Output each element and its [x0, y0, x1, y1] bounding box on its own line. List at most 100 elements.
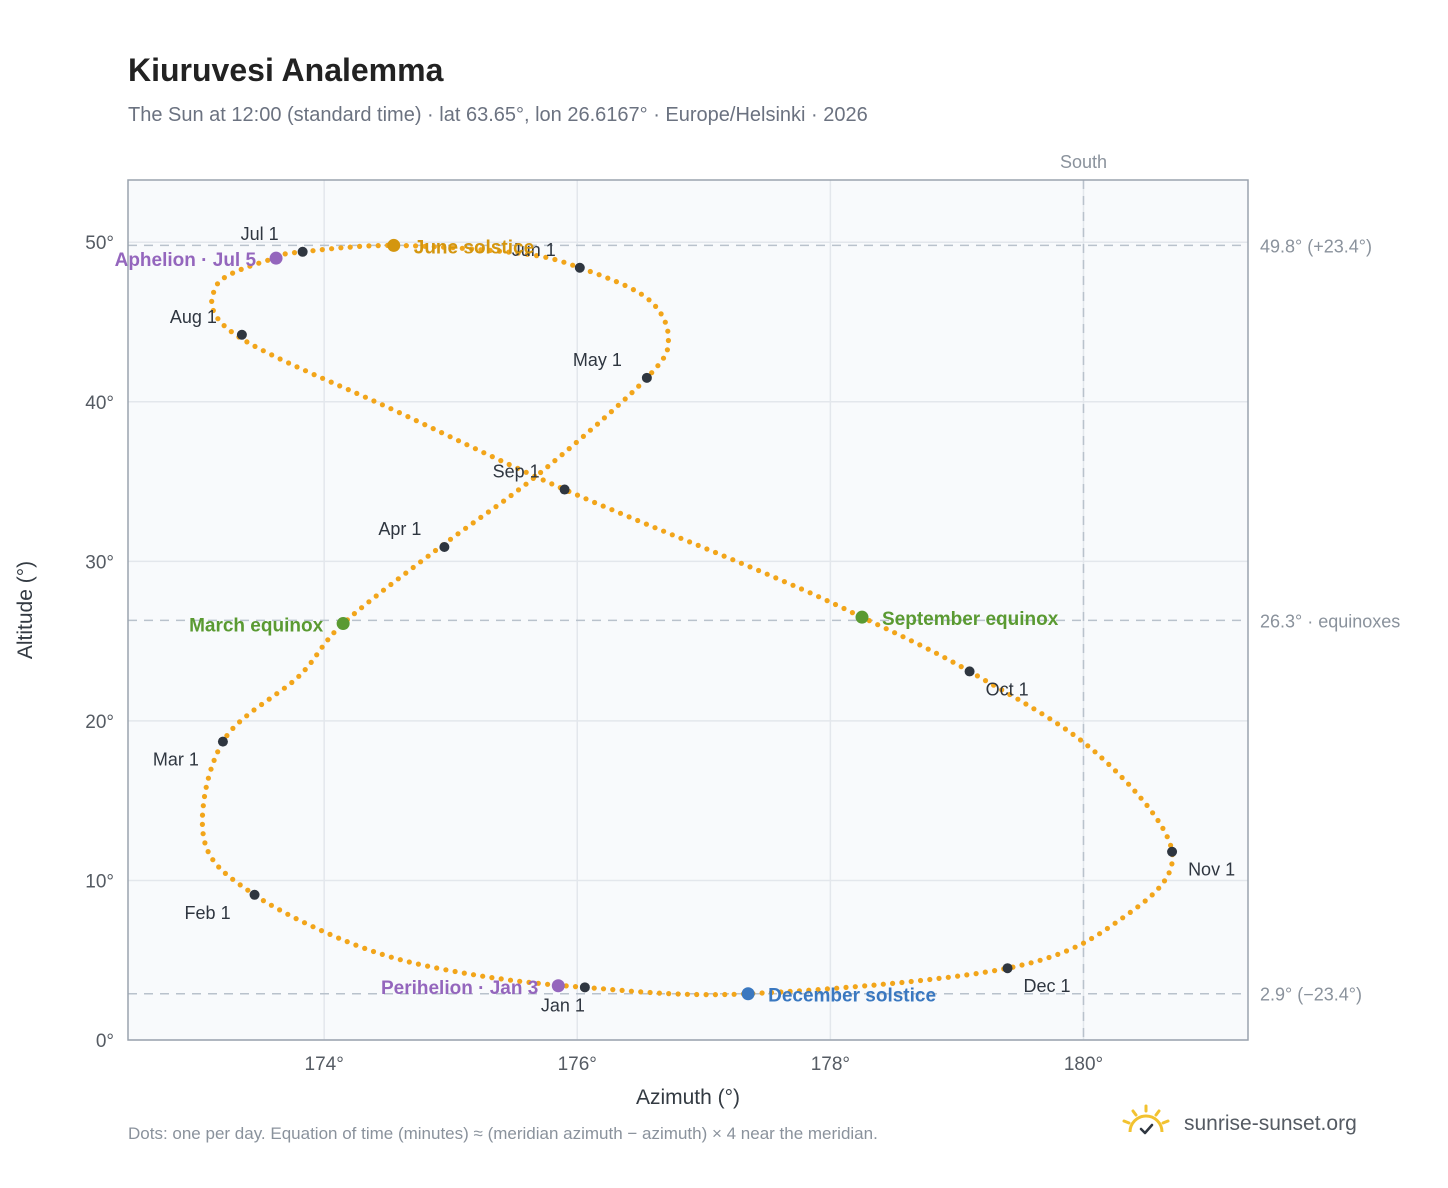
daily-sun-dot [256, 260, 262, 266]
daily-sun-dot [591, 985, 597, 991]
daily-sun-dot [441, 244, 447, 250]
daily-sun-dot [545, 464, 551, 470]
daily-sun-dot [320, 375, 326, 381]
daily-sun-dot [469, 246, 475, 252]
daily-sun-dot [357, 243, 363, 249]
month-label: May 1 [573, 350, 622, 370]
daily-sun-dot [559, 452, 565, 458]
daily-sun-dot [999, 687, 1005, 693]
daily-sun-dot [260, 348, 266, 354]
daily-sun-dot [507, 977, 514, 983]
daily-sun-dot [370, 948, 377, 955]
daily-sun-dot [982, 678, 989, 684]
daily-sun-dot [403, 243, 409, 249]
daily-sun-dot [450, 245, 456, 251]
daily-sun-dot [353, 942, 359, 948]
daily-sun-dot [695, 542, 701, 549]
daily-sun-dot [570, 262, 576, 268]
daily-sun-dot [675, 991, 681, 997]
daily-sun-dot [447, 536, 454, 542]
event-marker [551, 979, 565, 993]
daily-sun-dot [617, 510, 624, 516]
daily-sun-dot [649, 370, 655, 376]
daily-sun-dot [230, 270, 236, 276]
daily-sun-dot [379, 951, 385, 958]
daily-sun-dot [1156, 885, 1162, 891]
daily-sun-dot [619, 987, 625, 994]
daily-sun-dot [211, 757, 217, 764]
daily-sun-dot [338, 245, 344, 251]
daily-sun-dot [224, 733, 230, 739]
month-marker [1167, 846, 1178, 857]
daily-sun-dot [816, 594, 822, 600]
daily-sun-dot [325, 637, 331, 643]
daily-sun-dot [1168, 842, 1174, 849]
daily-sun-dot [1142, 898, 1148, 904]
chart-title: Kiuruvesi Analemma [128, 52, 444, 88]
daily-sun-dot [260, 898, 266, 904]
daily-sun-dot [665, 328, 671, 334]
month-marker [249, 889, 260, 900]
month-label: Sep 1 [493, 462, 540, 482]
daily-sun-dot [815, 987, 821, 993]
daily-sun-dot [328, 379, 334, 385]
y-tick-label: 20° [85, 712, 114, 733]
daily-sun-dot [600, 986, 607, 992]
daily-sun-dot [738, 560, 745, 566]
daily-sun-dot [1015, 696, 1021, 702]
daily-sun-dot [747, 564, 753, 570]
daily-sun-dot [337, 383, 343, 389]
daily-sun-dot [362, 945, 368, 952]
daily-sun-dot [418, 559, 424, 565]
daily-sun-dot [434, 965, 440, 971]
daily-sun-dot [463, 525, 469, 531]
daily-sun-dot [630, 287, 637, 293]
daily-sun-dot [371, 398, 377, 404]
daily-sun-dot [1160, 825, 1166, 832]
daily-sun-dot [388, 954, 394, 960]
daily-sun-dot [202, 840, 208, 846]
daily-sun-dot [230, 725, 236, 732]
daily-sun-dot [1023, 701, 1029, 707]
daily-sun-dot [580, 433, 587, 439]
daily-sun-dot [208, 766, 214, 772]
daily-sun-dot [375, 243, 381, 249]
daily-sun-dot [787, 988, 793, 995]
daily-sun-dot [422, 422, 428, 428]
daily-sun-dot [532, 473, 538, 479]
daily-sun-dot [452, 968, 458, 975]
daily-sun-dot [849, 610, 856, 616]
daily-sun-dot [622, 396, 628, 402]
daily-sun-dot [646, 297, 652, 303]
daily-sun-dot [319, 644, 325, 650]
daily-sun-dot [871, 982, 877, 988]
daily-sun-dot [561, 259, 567, 265]
daily-sun-dot [790, 582, 796, 588]
brand[interactable]: sunrise-sunset.org [1120, 1102, 1357, 1146]
x-axis-label: Azimuth (°) [636, 1086, 740, 1109]
daily-sun-dot [1112, 920, 1118, 926]
daily-sun-dot [1085, 743, 1091, 749]
daily-sun-dot [1080, 940, 1087, 946]
daily-sun-dot [875, 622, 881, 628]
daily-sun-dot [506, 461, 512, 468]
y-axis-label: Altitude (°) [14, 561, 37, 659]
x-tick-label: 178° [811, 1054, 850, 1075]
daily-sun-dot [936, 975, 942, 982]
daily-sun-dot [925, 646, 931, 652]
daily-sun-dot [221, 323, 227, 329]
daily-sun-dot [406, 959, 412, 965]
daily-sun-dot [447, 434, 453, 440]
reference-line-label: 49.8° (+23.4°) [1260, 236, 1372, 256]
daily-sun-dot [653, 303, 659, 309]
daily-sun-dot [247, 263, 253, 269]
daily-sun-dot [455, 531, 461, 537]
event-label: March equinox [189, 616, 324, 637]
daily-sun-dot [354, 390, 360, 396]
y-tick-label: 30° [85, 552, 114, 573]
daily-sun-dot [1089, 935, 1095, 942]
daily-sun-dot [277, 356, 283, 362]
daily-sun-dot [318, 928, 325, 934]
brand-name: sunrise-sunset.org [1184, 1112, 1357, 1135]
daily-sun-dot [1132, 788, 1138, 794]
